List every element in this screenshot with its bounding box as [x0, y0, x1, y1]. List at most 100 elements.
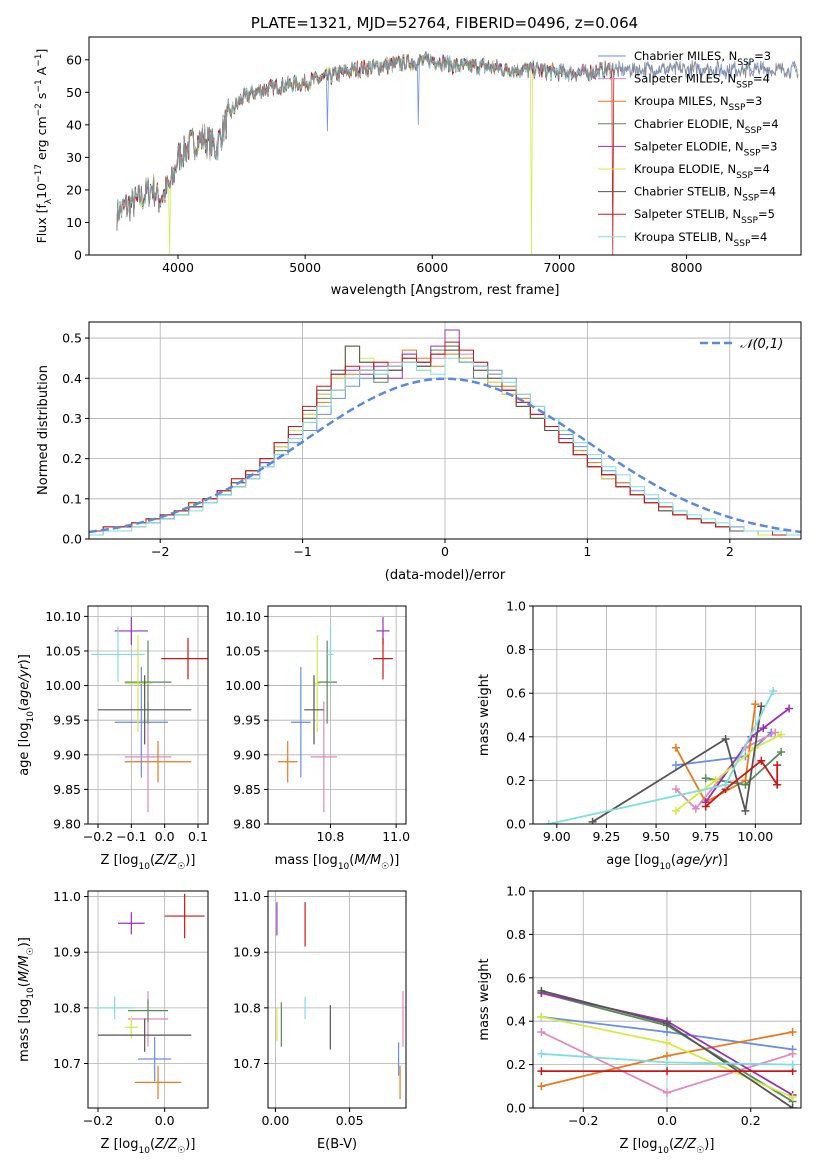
weight-marker-salpeter-miles	[771, 728, 780, 737]
y-tick-label: 50	[66, 85, 82, 100]
spectrum-line-salpeter-miles	[116, 52, 614, 226]
y-tick-label: 11.0	[233, 889, 261, 904]
x-tick-label: −0.1	[116, 829, 146, 844]
y-tick-label: 10.05	[225, 643, 261, 658]
weight-marker-kroupa-miles	[788, 1028, 797, 1037]
y-tick-label: 0.8	[506, 642, 526, 657]
y-tick-label: 10.00	[225, 678, 261, 693]
residuals-x-axis-label: (data-model)/error	[385, 568, 506, 583]
legend-label-kroupa-miles-part: SSP	[729, 103, 746, 113]
legend-label-salpeter-elodie-part: Salpeter ELODIE, N	[634, 139, 744, 153]
mass_vs_Z-y-axis-label-part: )]	[17, 937, 32, 947]
spectrum-y-axis-label-part: A	[34, 66, 49, 79]
weight-marker-salpeter-elodie	[785, 704, 794, 713]
spectrum-y-axis-label-part: −1	[34, 79, 44, 92]
spectrum-x-axis-label: wavelength [Angstrom, rest frame]	[331, 283, 560, 298]
legend-label-chabrier-stelib-part: Chabrier STELIB, N	[634, 185, 742, 199]
residuals-y-axis-label: Normed distribution	[36, 365, 51, 495]
weight-marker-kroupa-stelib	[663, 1058, 671, 1067]
age_vs_mass-axes-frame	[267, 605, 407, 825]
legend-label-salpeter-miles: Salpeter MILES, NSSP=4	[634, 72, 770, 91]
x-tick-label: 10.8	[317, 829, 345, 844]
panel-weight_vs_age: 9.00 9.25 9.50 9.75 10.00 0.0 0.2 0.4 0.6 0.8 1.0 a…	[477, 599, 802, 872]
y-tick-label: 10.7	[233, 1056, 261, 1071]
spectrum-y-axis-label: Flux [fλ10−17 erg cm−2 s−1 A−1]	[34, 49, 54, 244]
age_vs_mass-x-axis-label-part: (	[349, 853, 354, 868]
x-tick-label: 9.25	[593, 829, 621, 844]
mass_vs_Z-x-axis-label: Z [log10(Z/Z☉)]	[101, 1137, 196, 1156]
x-tick-label: 0.0	[657, 1113, 677, 1128]
mass_vs_Z-y-axis-label-part: M/M	[17, 955, 32, 982]
legend-label-chabrier-stelib: Chabrier STELIB, NSSP=4	[634, 185, 776, 204]
weight-marker-salpeter-miles	[691, 804, 700, 813]
mass_vs_ebv-x-axis-label: E(B-V)	[317, 1137, 357, 1152]
age_vs_Z-y-axis-label-part: age [log	[17, 723, 32, 776]
y-tick-label: 1.0	[506, 884, 526, 899]
mass_vs_Z-y-axis-label-part: (	[17, 982, 32, 987]
legend-label-chabrier-stelib-part: SSP	[742, 194, 759, 204]
legend-label-salpeter-miles-part: Salpeter MILES, N	[634, 72, 736, 86]
y-tick-label: 60	[66, 52, 82, 67]
age_vs_Z-x-axis-label-part: ☉	[177, 862, 185, 872]
spectrum-y-axis-label-part: 10	[34, 183, 49, 199]
spectrum-y-axis-label-part: −1	[34, 54, 44, 67]
legend-label-chabrier-miles: Chabrier MILES, NSSP=3	[634, 49, 771, 68]
weight-marker-salpeter-miles	[537, 1028, 546, 1037]
y-tick-label: 20	[66, 182, 82, 197]
y-tick-label: 0.0	[506, 817, 526, 832]
legend-label-salpeter-stelib-part: =5	[758, 207, 775, 221]
spectrum-y-axis-label-part: erg cm	[34, 116, 49, 164]
mass_vs_Z-x-axis-label-part: Z [log	[101, 1137, 139, 1152]
gaussian-reference-curve	[89, 377, 801, 534]
y-tick-label: 0	[74, 248, 82, 263]
y-tick-label: 0.8	[506, 927, 526, 942]
y-tick-label: 10.10	[45, 609, 81, 624]
weight-marker-salpeter-miles	[663, 1088, 671, 1097]
y-tick-label: 9.95	[233, 713, 261, 728]
y-tick-label: 10.8	[233, 1000, 261, 1015]
weight-marker-salpeter-miles	[671, 785, 680, 794]
spectrum-line-chabrier-stelib	[116, 51, 614, 229]
age_vs_mass-x-axis-label-part: M/M	[354, 853, 381, 868]
weight-marker-salpeter-stelib	[757, 756, 766, 765]
y-tick-label: 0.4	[506, 1014, 526, 1029]
panel-age_vs_Z: −0.2 −0.1 0.0 0.1 9.80 9.85 9.90 9.95 10.00 10.05…	[17, 605, 209, 872]
weight-marker-kroupa-stelib	[544, 820, 553, 824]
legend-label-salpeter-miles-part: =4	[753, 72, 770, 86]
x-tick-label: 0.05	[336, 1113, 364, 1128]
weight-marker-kroupa-elodie	[663, 1038, 671, 1047]
legend-label-salpeter-miles-part: SSP	[736, 81, 753, 91]
x-tick-label: 7000	[544, 260, 576, 275]
age_vs_mass-x-axis-label: mass [log10(M/M☉)]	[275, 853, 400, 872]
legend-label-salpeter-stelib: Salpeter STELIB, NSSP=5	[634, 207, 775, 226]
spectrum-plot-area	[116, 51, 799, 255]
weight-marker-chabrier-elodie	[777, 748, 786, 757]
mass_vs_ebv-plot-area	[276, 902, 404, 1100]
age_vs_Z-x-axis-label-part: 10	[138, 862, 150, 872]
y-tick-label: 9.90	[53, 747, 81, 762]
weight-marker-salpeter-stelib	[537, 1067, 546, 1076]
mass_vs_Z-y-axis-label: mass [log10(M/M☉)]	[17, 937, 36, 1062]
weight_vs_age-x-axis-label: age [log10(age/yr)]	[606, 853, 728, 872]
y-tick-label: 10.00	[45, 678, 81, 693]
weight-marker-kroupa-miles	[671, 743, 680, 752]
mass_vs_Z-y-axis-label-part: 10	[26, 987, 36, 999]
weight-marker-salpeter-stelib	[773, 761, 782, 770]
y-tick-label: 0.4	[506, 729, 526, 744]
weight_vs_age-x-axis-label-part: 10	[659, 862, 671, 872]
x-tick-label: 11.0	[382, 829, 410, 844]
legend-label-kroupa-miles-part: =3	[745, 94, 762, 108]
weight-marker-kroupa-stelib	[537, 1049, 546, 1058]
spectrum-line-kroupa-miles	[116, 54, 614, 227]
y-tick-label: 30	[66, 150, 82, 165]
weight_vs_Z-y-axis-label: mass weight	[477, 958, 492, 1040]
y-tick-label: 0.6	[506, 686, 526, 701]
legend-label-kroupa-stelib-part: =4	[750, 230, 767, 244]
age_vs_Z-y-axis-label: age [log10(age/yr)]	[17, 654, 36, 776]
x-tick-label: 2	[726, 544, 734, 559]
legend-label-salpeter-stelib-part: SSP	[741, 216, 758, 226]
residuals-plot-area	[89, 329, 801, 539]
weight_vs_Z-x-axis-label-part: ☉	[696, 1146, 704, 1156]
y-tick-label: 40	[66, 117, 82, 132]
